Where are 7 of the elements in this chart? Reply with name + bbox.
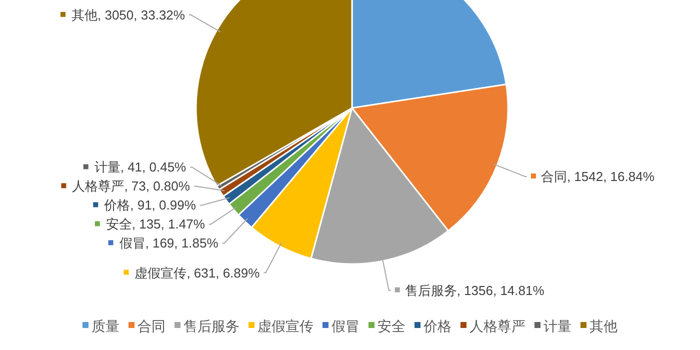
legend-label: 假冒 bbox=[332, 318, 360, 334]
legend-label: 价格 bbox=[422, 318, 452, 334]
legend-label: 其他 bbox=[590, 318, 618, 334]
legend-label: 合同 bbox=[138, 318, 166, 334]
legend-label: 计量 bbox=[544, 318, 572, 334]
legend-label: 安全 bbox=[378, 318, 406, 334]
legend-label: 质量 bbox=[92, 318, 120, 334]
